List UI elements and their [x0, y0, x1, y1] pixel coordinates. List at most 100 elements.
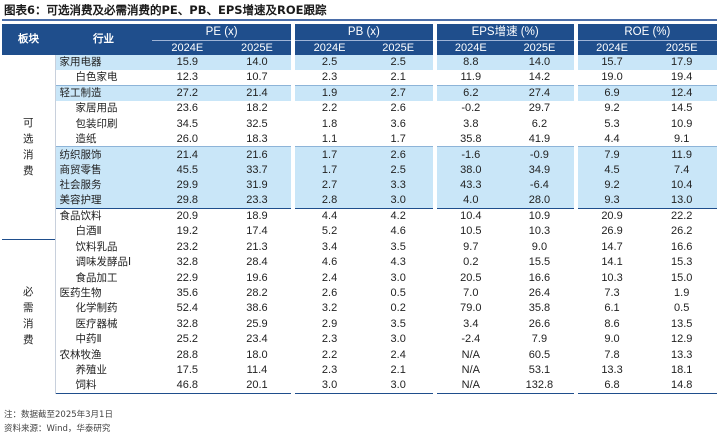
value-cell: 15.7 [575, 54, 647, 70]
value-cell: 32.8 [176, 256, 199, 269]
industry-name: 社会服务 [55, 177, 153, 194]
title-rule [2, 19, 717, 21]
value-cell: 13.3 [670, 348, 693, 361]
value-cell: 33.7 [222, 162, 294, 178]
value-cell: 4.6 [321, 256, 338, 269]
value-cell: 7.4 [646, 162, 717, 178]
table-row: 医药生物 35.6 28.2 2.6 0.5 7.0 26.4 7.3 1.9 [2, 285, 717, 300]
value-cell: 4.0 [434, 193, 506, 209]
value-cell: 23.2 [176, 240, 199, 253]
industry-name: 饮料乳品 [75, 240, 118, 253]
table-row: 包装印刷 34.5 32.5 1.8 3.6 3.8 6.2 5.3 10.9 [2, 116, 717, 131]
value-cell: 3.4 [321, 240, 338, 253]
value-cell: 19.4 [670, 71, 693, 84]
industry-name: 家居用品 [75, 102, 118, 115]
value-cell: 3.8 [463, 117, 479, 130]
value-cell: 11.9 [646, 146, 717, 163]
value-cell: 3.5 [390, 240, 406, 253]
value-cell: 9.2 [575, 177, 647, 194]
value-cell: 2.7 [363, 84, 435, 101]
value-cell: 2.3 [321, 364, 338, 376]
value-cell: 4.4 [604, 132, 620, 145]
industry-name: 造纸 [75, 132, 97, 145]
table-row: 家居用品 23.6 18.2 2.2 2.6 -0.2 29.7 9.2 14.5 [2, 101, 717, 116]
value-cell: 3.4 [463, 317, 479, 330]
sector-label: 必需消费 [2, 238, 56, 394]
industry-name: 医疗器械 [75, 317, 118, 330]
table-row: 商贸零售 45.5 33.7 1.7 2.5 38.0 34.9 4.5 7.4 [2, 162, 717, 178]
value-cell: 14.7 [601, 240, 623, 253]
value-cell: 10.5 [460, 225, 482, 238]
value-cell: 2.5 [363, 54, 435, 70]
value-cell: 9.0 [604, 333, 620, 346]
value-cell: 10.7 [246, 71, 268, 84]
industry-name: 医药生物 [59, 287, 102, 300]
value-cell: 19.2 [176, 225, 199, 238]
value-cell: 4.6 [390, 225, 406, 238]
roe-header: ROE (%) [573, 24, 717, 41]
value-cell: 25.2 [176, 333, 199, 346]
value-cell: 18.2 [246, 102, 268, 115]
table-body: 可选消费 家用电器 15.9 14.0 2.5 2.5 8.8 14.0 15.7 17.9 白色家… [2, 54, 717, 394]
value-cell: 19.0 [601, 71, 623, 84]
industry-header: 行业 [55, 24, 153, 55]
industry-name: 包装印刷 [75, 117, 118, 130]
value-cell: 14.0 [505, 54, 576, 70]
value-cell: 16.6 [528, 271, 551, 284]
value-cell: 41.9 [528, 132, 551, 145]
value-cell: 9.2 [604, 102, 620, 115]
industry-name: 养殖业 [75, 364, 108, 376]
year-header: 2024E [152, 40, 223, 55]
table-row: 社会服务 29.9 31.9 2.7 3.3 43.3 -6.4 9.2 10.4 [2, 177, 717, 194]
value-cell: 2.1 [390, 364, 406, 376]
source-note: 资料来源：Wind，华泰研究 [4, 424, 111, 434]
table-row: 食品加工 22.9 19.6 2.4 3.0 20.5 16.6 10.3 15.0 [2, 270, 717, 285]
value-cell: 4.5 [575, 162, 647, 178]
value-cell: -6.4 [505, 177, 576, 194]
value-cell: 43.3 [434, 177, 506, 194]
value-cell: 38.6 [246, 302, 268, 315]
value-cell: 14.0 [222, 54, 294, 70]
value-cell: 18.0 [246, 348, 268, 361]
table-row: 美容护理 29.8 23.3 2.8 3.0 4.0 28.0 9.3 13.0 [2, 193, 717, 209]
industry-name: 纺织服饰 [55, 146, 153, 163]
value-cell: 3.2 [321, 302, 338, 315]
value-cell: 28.8 [176, 348, 199, 361]
value-cell: 8.8 [434, 54, 506, 70]
value-cell: 13.5 [670, 317, 693, 330]
value-cell: 9.7 [463, 240, 479, 253]
year-header: 2025E [222, 40, 294, 55]
pb-header: PB (x) [291, 24, 435, 41]
value-cell: 13.3 [601, 364, 623, 376]
value-cell: 2.5 [363, 162, 435, 178]
value-cell: 22.2 [646, 207, 717, 224]
value-cell: 2.4 [321, 271, 338, 284]
value-cell: 1.7 [293, 146, 364, 163]
value-cell: 7.0 [463, 287, 479, 300]
value-cell: 2.3 [321, 333, 338, 346]
value-cell: 14.1 [601, 256, 623, 269]
sector-header: 板块 [2, 24, 56, 55]
value-cell: 20.1 [222, 377, 294, 394]
table-row: 养殖业 17.5 11.4 2.3 2.1 N/A 53.1 13.3 18.1 [2, 362, 717, 377]
industry-name: 白色家电 [75, 71, 118, 84]
value-cell: 7.3 [604, 287, 620, 300]
year-header: 2025E [646, 40, 717, 55]
value-cell: 18.9 [222, 207, 294, 224]
value-cell: 10.3 [528, 225, 551, 238]
value-cell: 6.8 [575, 377, 647, 394]
value-cell: 23.3 [222, 193, 294, 209]
value-cell: 6.2 [531, 117, 548, 130]
value-cell: 7.9 [575, 146, 647, 163]
table-row: 农林牧渔 28.8 18.0 2.2 2.4 N/A 60.5 7.8 13.3 [2, 347, 717, 362]
value-cell: 21.3 [246, 240, 268, 253]
value-cell: 14.8 [646, 377, 717, 394]
table-row: 中药Ⅱ 25.2 23.4 2.3 3.0 -2.4 7.9 9.0 12.9 [2, 332, 717, 347]
value-cell: 0.5 [390, 287, 406, 300]
value-cell: 3.0 [390, 271, 406, 284]
value-cell: 5.2 [321, 225, 338, 238]
year-header: 2024E [573, 40, 647, 55]
pe-header: PE (x) [152, 24, 294, 41]
value-cell: 2.3 [321, 71, 338, 84]
value-cell: 14.5 [670, 102, 693, 115]
